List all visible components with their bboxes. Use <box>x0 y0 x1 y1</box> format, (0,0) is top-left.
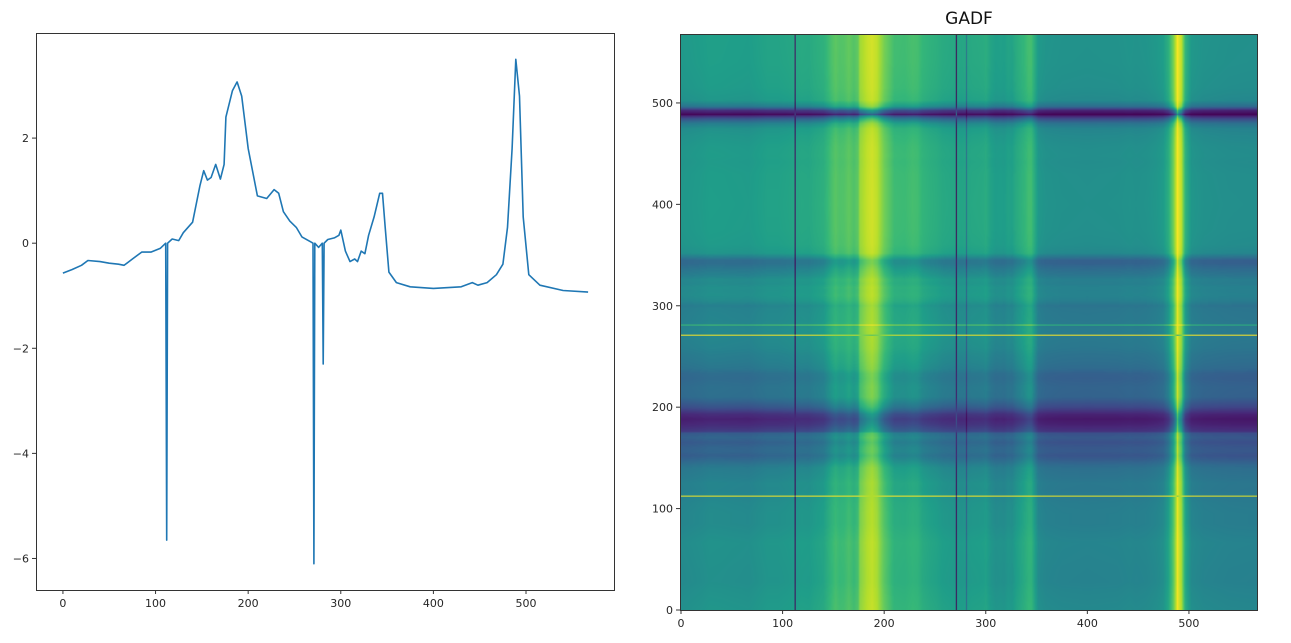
y-tick-label: −4 <box>13 447 29 460</box>
series-line <box>62 58 589 565</box>
x-tick-label: 400 <box>423 597 444 610</box>
y-tick-label: 2 <box>22 132 29 145</box>
y-tick-label: 200 <box>652 401 673 414</box>
x-tick-label: 500 <box>1178 617 1199 630</box>
y-tick-label: −2 <box>13 342 29 355</box>
gadf-heatmap-image <box>681 35 1257 610</box>
y-tick-label: 0 <box>22 237 29 250</box>
x-tick-label: 0 <box>59 597 66 610</box>
y-tick-label: 300 <box>652 300 673 313</box>
heatmap-frame <box>680 34 1258 611</box>
x-tick-label: 500 <box>516 597 537 610</box>
y-tick-label: 0 <box>666 604 673 617</box>
line-chart-axes: 0 100 200 300 400 500 −6 −4 −2 0 2 <box>13 33 615 610</box>
x-tick-label: 100 <box>772 617 793 630</box>
heatmap-title: GADF <box>945 9 993 29</box>
x-tick-label: 100 <box>145 597 166 610</box>
x-tick-label: 300 <box>975 617 996 630</box>
heatmap-axes: GADF 0 100 200 300 400 500 0 100 200 300 400 500 <box>652 9 1258 630</box>
line-chart-frame <box>36 33 615 591</box>
x-tick-label: 300 <box>330 597 351 610</box>
x-tick-label: 400 <box>1077 617 1098 630</box>
y-tick-label: −6 <box>13 552 29 565</box>
x-tick-label: 200 <box>238 597 259 610</box>
x-tick-label: 0 <box>678 617 685 630</box>
x-tick-label: 200 <box>874 617 895 630</box>
y-tick-label: 100 <box>652 503 673 516</box>
y-tick-label: 400 <box>652 198 673 211</box>
y-tick-label: 500 <box>652 97 673 110</box>
